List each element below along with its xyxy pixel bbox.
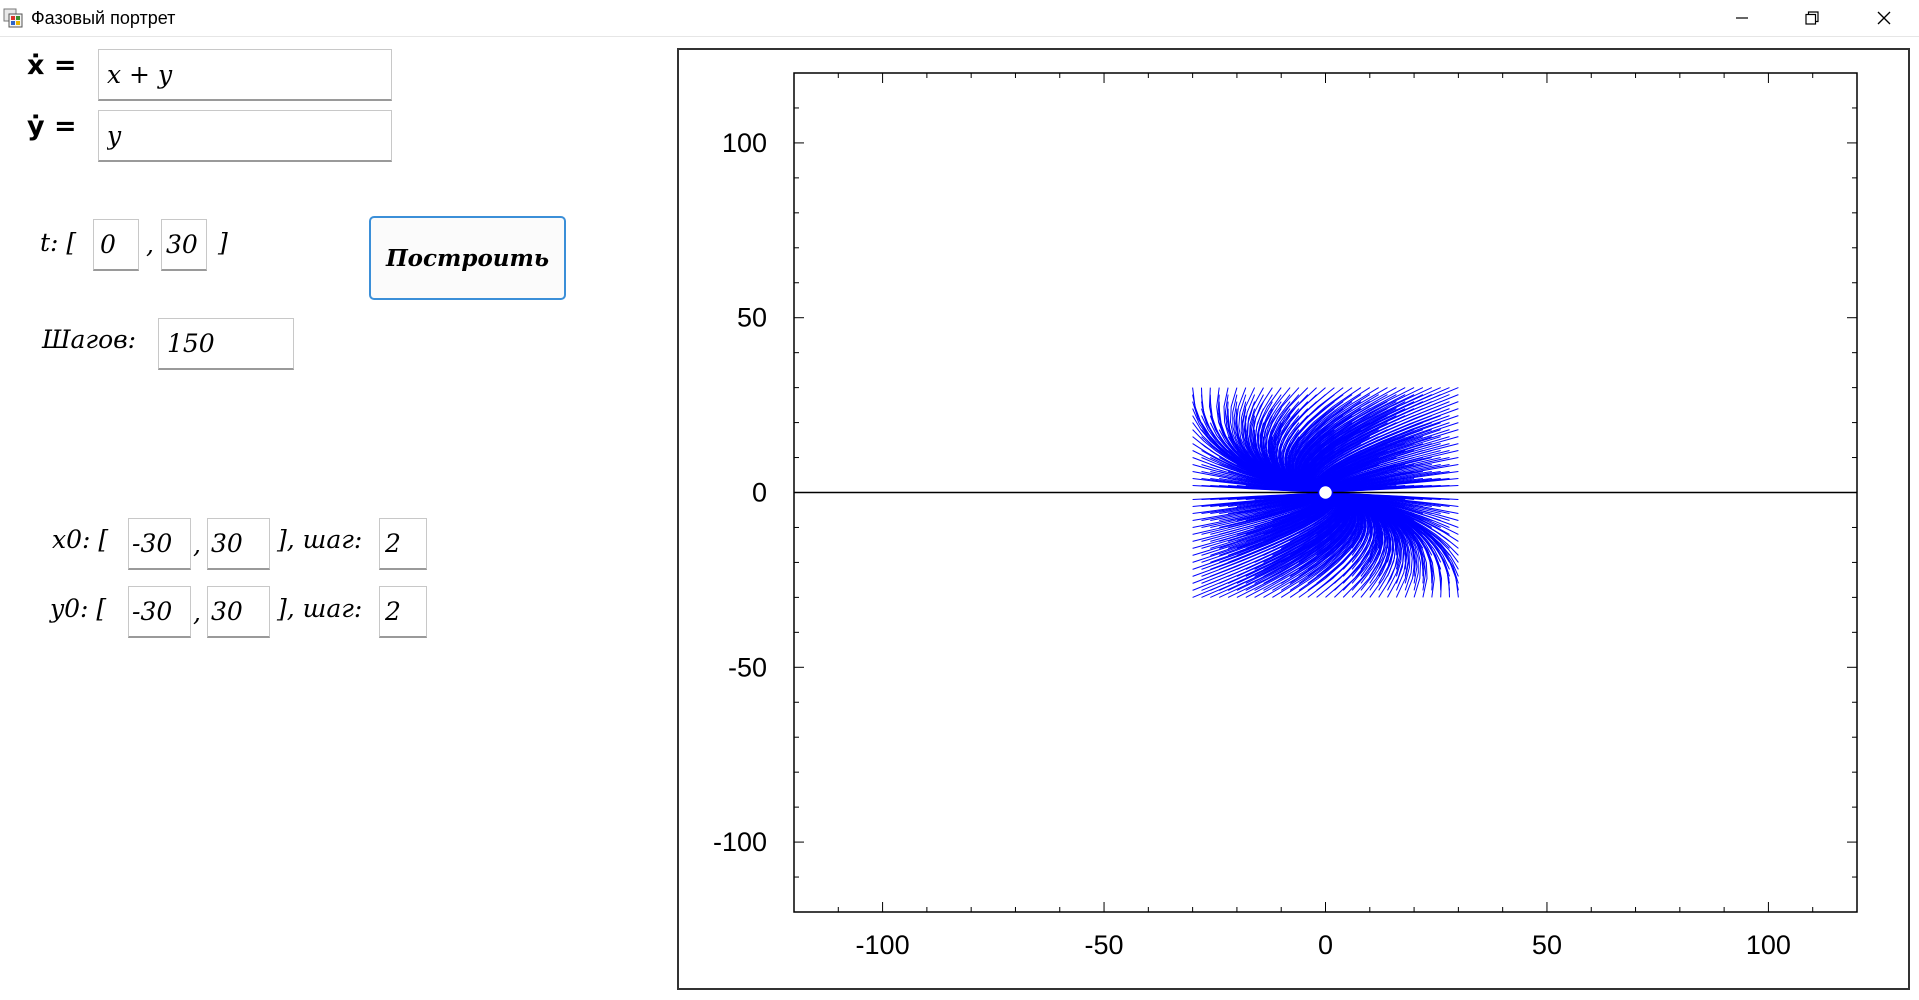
y-tick-label: -50 <box>728 652 767 682</box>
minimize-icon <box>1736 17 1748 19</box>
phase-portrait-plot: -100 -50 0 50 100 100 50 0 -50 -100 <box>677 48 1910 990</box>
y0-label: y0: [ <box>50 594 107 623</box>
x0-separator: , <box>193 530 201 559</box>
t-label: t: [ <box>40 228 77 257</box>
close-button[interactable] <box>1849 0 1919 36</box>
y-tick-label: 100 <box>722 128 767 158</box>
steps-label: Шагов: <box>42 325 137 354</box>
y-tick-label: -100 <box>713 827 767 857</box>
x0-max-input[interactable] <box>207 518 270 570</box>
x0-min-input[interactable] <box>128 518 191 570</box>
steps-input[interactable] <box>158 318 294 370</box>
phase-portrait-svg: -100 -50 0 50 100 100 50 0 -50 -100 <box>713 72 1858 960</box>
plot-button[interactable]: Построить <box>369 216 566 300</box>
x-tick-label: -50 <box>1085 930 1124 960</box>
x0-step-input[interactable] <box>379 518 427 570</box>
y0-min-input[interactable] <box>128 586 191 638</box>
x0-step-label: ], шаг: <box>277 525 363 554</box>
t-end-input[interactable] <box>161 219 207 271</box>
x-tick-label: 100 <box>1746 930 1791 960</box>
t-start-input[interactable] <box>93 219 139 271</box>
title-bar: Фазовый портрет <box>0 0 1919 37</box>
minimize-button[interactable] <box>1707 0 1777 36</box>
close-icon <box>1877 11 1891 25</box>
x-tick-label: 0 <box>1318 930 1333 960</box>
y0-max-input[interactable] <box>207 586 270 638</box>
restore-icon <box>1805 11 1819 25</box>
xdot-input[interactable] <box>98 49 392 101</box>
y0-step-label: ], шаг: <box>277 594 363 623</box>
window-title: Фазовый портрет <box>31 8 176 28</box>
app-icon <box>3 8 23 28</box>
y0-step-input[interactable] <box>379 586 427 638</box>
y-tick-label: 0 <box>752 478 767 508</box>
x-tick-label: 50 <box>1532 930 1562 960</box>
x-tick-label: -100 <box>856 930 910 960</box>
ydot-label: ẏ = <box>27 111 77 142</box>
x0-label: x0: [ <box>52 525 109 554</box>
form-area: ẋ = ẏ = t: [ , ] Построить Шагов: x0: [ … <box>0 37 1919 1000</box>
equilibrium-point <box>1317 484 1334 501</box>
y0-separator: , <box>193 598 201 627</box>
ydot-input[interactable] <box>98 110 392 162</box>
xdot-label: ẋ = <box>27 50 77 81</box>
restore-button[interactable] <box>1777 0 1847 36</box>
t-separator: , <box>146 230 154 259</box>
y-tick-label: 50 <box>737 303 767 333</box>
t-close-bracket: ] <box>218 228 228 257</box>
